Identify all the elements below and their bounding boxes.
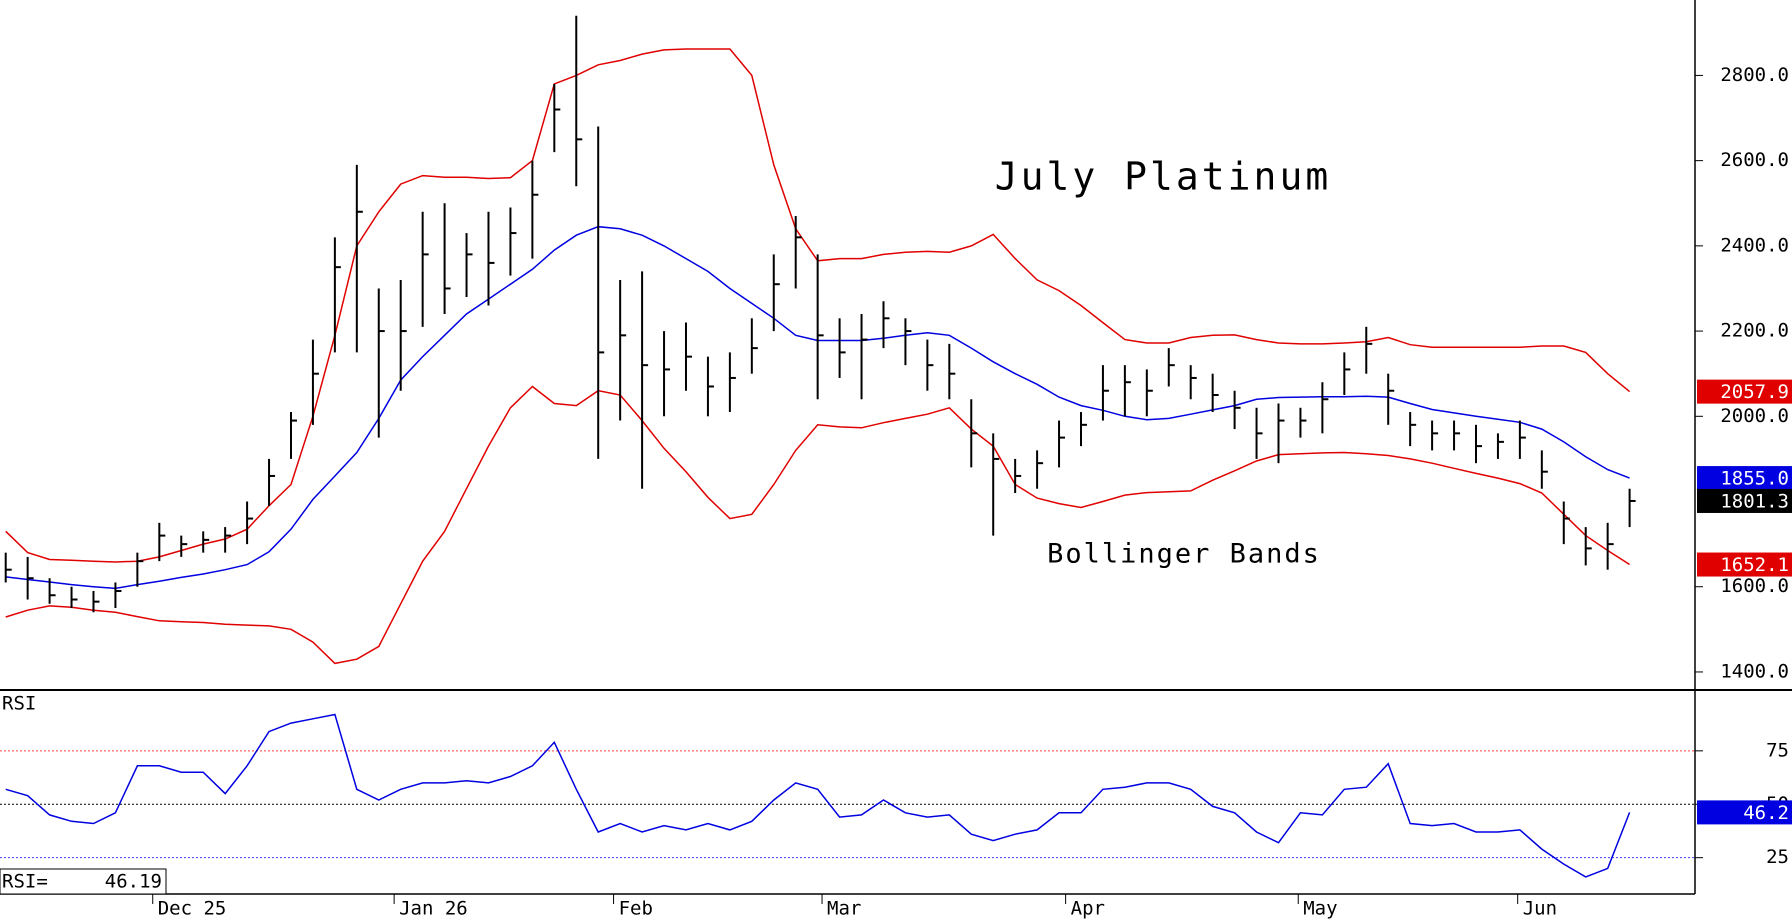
x-tick-label: May (1303, 898, 1337, 920)
x-tick-label: Apr (1071, 898, 1105, 920)
readout-value: 46.19 (105, 871, 162, 893)
y-tick-label: 2800.0 (1720, 64, 1789, 86)
readout-label: RSI= (2, 871, 48, 893)
y-tick-label: 2000.0 (1720, 405, 1789, 427)
band-line (5, 385, 1631, 665)
chart-title: July Platinum (995, 155, 1331, 199)
band-tag: 1855.0 (1720, 468, 1789, 490)
band-tag: 1652.1 (1720, 554, 1789, 576)
close-tag: 1801.3 (1720, 490, 1789, 512)
rsi-tag-box (1697, 800, 1792, 825)
annotation: Bollinger Bands (1047, 539, 1321, 570)
y-tick-label: 1400.0 (1720, 660, 1789, 682)
band-tag-box (1697, 466, 1792, 491)
y-tick-label: 2200.0 (1720, 320, 1789, 342)
band-tag-box (1697, 552, 1792, 577)
x-tick-label: Mar (827, 898, 861, 920)
band-tag: 2057.9 (1720, 381, 1789, 403)
y-tick-label: 1600.0 (1720, 575, 1789, 597)
x-tick-label: Feb (619, 898, 653, 920)
y-tick-label: 2600.0 (1720, 149, 1789, 171)
rsi-tag: 46.2 (1743, 802, 1789, 824)
close-tag-box (1697, 488, 1792, 513)
y-tick-label: 2400.0 (1720, 234, 1789, 256)
y-tick-label: 75 (1766, 739, 1789, 761)
readout-box (0, 868, 167, 895)
band-tag-box (1697, 379, 1792, 404)
rsi-title: RSI (2, 693, 36, 715)
x-tick-label: Jun (1523, 898, 1557, 920)
rsi-line (5, 713, 1631, 878)
x-tick-label: Dec 25 (158, 898, 227, 920)
x-tick-label: Jan 26 (399, 898, 468, 920)
y-tick-label: 25 (1766, 846, 1789, 868)
